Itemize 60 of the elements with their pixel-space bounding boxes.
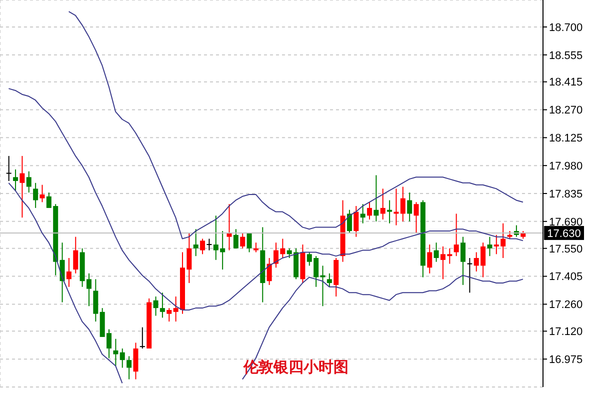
y-tick-label: 17.980: [549, 160, 583, 172]
candlestick: [33, 182, 38, 208]
candlestick: [73, 236, 78, 274]
y-tick-label: 16.975: [549, 354, 583, 366]
candlestick: [233, 228, 238, 249]
candlestick: [400, 186, 406, 222]
candlestick: [266, 258, 272, 286]
candlestick: [139, 326, 146, 349]
candlestick: [374, 174, 379, 222]
candlestick: [354, 206, 359, 238]
candlestick: [253, 242, 258, 253]
candlestick: [26, 170, 32, 194]
candlestick: [206, 238, 212, 251]
candlestick: [454, 213, 459, 257]
candlestick: [387, 200, 392, 224]
y-tick-label: 17.835: [549, 188, 583, 200]
y-tick-label: 17.405: [549, 271, 583, 284]
candlestick: [113, 338, 118, 366]
candlestick: [407, 192, 412, 222]
candlestick: [226, 204, 232, 251]
candlestick: [40, 184, 45, 203]
candlestick: [246, 232, 252, 253]
candlestick: [193, 228, 198, 257]
candlestick: [320, 265, 326, 307]
candlestick: [13, 168, 18, 192]
line-series: [8, 88, 524, 310]
candlestick: [153, 296, 158, 316]
candlestick: [160, 292, 165, 318]
candlestick: [240, 232, 246, 249]
y-tick-label: 18.415: [549, 76, 583, 89]
y-tick-label: 17.260: [549, 299, 583, 312]
candlestick: [166, 308, 172, 322]
candlestick: [427, 244, 432, 274]
candlestick: [346, 209, 352, 234]
candlestick: [126, 356, 132, 380]
candlestick: [487, 236, 492, 257]
ref-line-label: 17.630: [547, 228, 581, 240]
y-tick-label: 18.700: [549, 22, 583, 34]
candlestick: [367, 202, 372, 220]
candlestick: [133, 342, 138, 380]
y-tick-label: 17.690: [549, 216, 583, 228]
candlestick: [360, 204, 366, 224]
candlestick: [380, 188, 386, 220]
candlestick: [414, 202, 419, 234]
y-tick-label: 17.120: [549, 326, 583, 338]
candlestick: [460, 236, 466, 286]
candlestick: [434, 242, 439, 262]
candlestick: [93, 278, 98, 322]
candlestick: [66, 258, 72, 288]
candlestick: [466, 258, 473, 294]
y-tick-label: 18.125: [549, 132, 583, 145]
y-tick-label: 17.550: [549, 243, 583, 256]
candlestick: [200, 238, 206, 255]
candlestick: [326, 272, 332, 288]
y-tick-label: 18.555: [549, 50, 583, 62]
candlestick: [20, 155, 25, 218]
line-series: [68, 11, 524, 240]
candlestick: [120, 348, 125, 368]
y-tick-label: 18.270: [549, 104, 583, 117]
candlestick: [6, 155, 12, 182]
